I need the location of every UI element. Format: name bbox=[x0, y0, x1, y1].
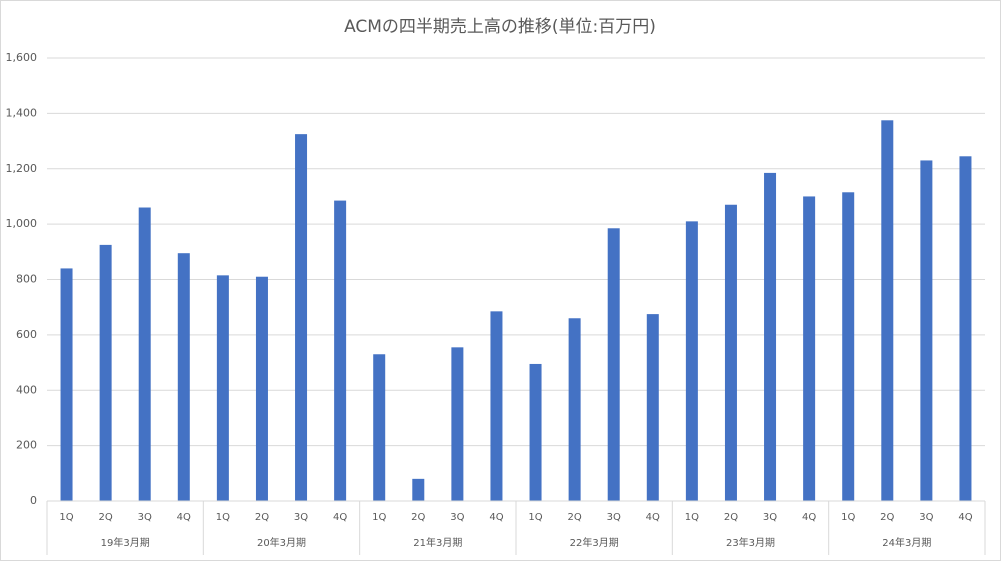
x-tick-label: 3Q bbox=[607, 512, 621, 523]
x-tick-label: 2Q bbox=[880, 512, 894, 523]
bar bbox=[373, 354, 386, 501]
bar bbox=[959, 156, 972, 501]
bar bbox=[216, 275, 229, 501]
y-tick-label: 1,200 bbox=[6, 162, 38, 175]
y-tick-label: 600 bbox=[16, 328, 37, 341]
group-label: 24年3月期 bbox=[882, 536, 931, 549]
x-tick-label: 2Q bbox=[255, 512, 269, 523]
y-tick-label: 1,000 bbox=[6, 217, 38, 230]
bar bbox=[803, 196, 816, 501]
bar bbox=[646, 314, 659, 501]
x-tick-label: 3Q bbox=[450, 512, 464, 523]
x-tick-label: 2Q bbox=[724, 512, 738, 523]
group-label: 22年3月期 bbox=[570, 536, 619, 549]
x-tick-label: 1Q bbox=[59, 512, 73, 523]
x-tick-label: 4Q bbox=[489, 512, 503, 523]
x-tick-label: 1Q bbox=[685, 512, 699, 523]
x-tick-label: 4Q bbox=[802, 512, 816, 523]
y-tick-label: 1,600 bbox=[6, 51, 38, 64]
bar bbox=[295, 134, 308, 501]
bar bbox=[60, 268, 73, 501]
bar bbox=[685, 221, 698, 501]
bar bbox=[255, 276, 268, 501]
group-label: 21年3月期 bbox=[413, 536, 462, 549]
group-label: 23年3月期 bbox=[726, 536, 775, 549]
bar bbox=[607, 228, 620, 501]
bar bbox=[881, 120, 894, 501]
bar bbox=[451, 347, 464, 501]
bar bbox=[568, 318, 581, 501]
bar bbox=[764, 172, 777, 501]
bar bbox=[99, 244, 112, 501]
bar bbox=[724, 204, 737, 501]
x-tick-label: 4Q bbox=[333, 512, 347, 523]
x-tick-label: 3Q bbox=[919, 512, 933, 523]
y-tick-label: 1,400 bbox=[6, 106, 38, 119]
x-tick-label: 2Q bbox=[99, 512, 113, 523]
bar bbox=[920, 160, 933, 501]
bar bbox=[412, 478, 425, 501]
x-tick-label: 3Q bbox=[138, 512, 152, 523]
x-tick-label: 4Q bbox=[958, 512, 972, 523]
bar bbox=[529, 363, 542, 501]
bar bbox=[177, 253, 190, 501]
bar bbox=[842, 192, 855, 502]
y-tick-label: 800 bbox=[16, 273, 37, 286]
bar bbox=[138, 207, 151, 501]
y-tick-label: 0 bbox=[30, 494, 37, 507]
x-tick-label: 1Q bbox=[372, 512, 386, 523]
x-tick-label: 3Q bbox=[294, 512, 308, 523]
y-tick-label: 400 bbox=[16, 383, 37, 396]
x-tick-label: 1Q bbox=[216, 512, 230, 523]
bar bbox=[334, 200, 347, 501]
group-label: 19年3月期 bbox=[101, 536, 150, 549]
group-label: 20年3月期 bbox=[257, 536, 306, 549]
x-tick-label: 2Q bbox=[568, 512, 582, 523]
x-tick-label: 1Q bbox=[841, 512, 855, 523]
x-tick-label: 2Q bbox=[411, 512, 425, 523]
chart-title: ACMの四半期売上高の推移(単位:百万円) bbox=[344, 17, 656, 37]
x-tick-label: 4Q bbox=[646, 512, 660, 523]
x-tick-label: 3Q bbox=[763, 512, 777, 523]
y-tick-label: 200 bbox=[16, 439, 37, 452]
bar bbox=[490, 311, 503, 501]
x-tick-label: 1Q bbox=[528, 512, 542, 523]
x-tick-label: 4Q bbox=[177, 512, 191, 523]
